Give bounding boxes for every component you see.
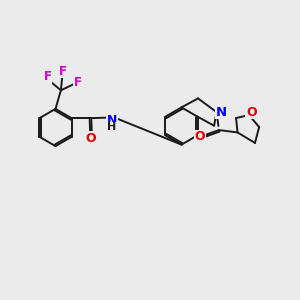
Text: O: O: [246, 106, 257, 118]
Text: F: F: [59, 64, 67, 78]
Text: F: F: [74, 76, 82, 89]
Text: F: F: [44, 70, 51, 83]
Text: O: O: [85, 132, 95, 145]
Text: O: O: [194, 130, 205, 143]
Text: N: N: [107, 113, 117, 127]
Text: N: N: [215, 106, 226, 118]
Text: H: H: [107, 122, 117, 132]
